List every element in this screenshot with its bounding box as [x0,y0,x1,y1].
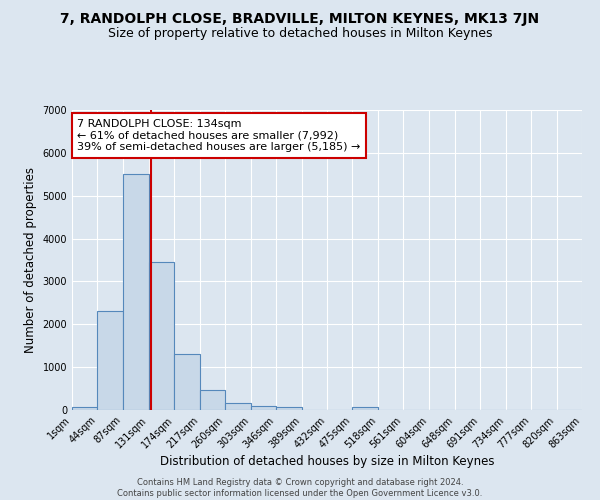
Bar [352,406,378,410]
Bar [225,403,251,410]
Bar [251,406,276,410]
Bar [276,406,302,410]
Bar [123,174,149,410]
Bar [200,390,225,410]
Text: 7, RANDOLPH CLOSE, BRADVILLE, MILTON KEYNES, MK13 7JN: 7, RANDOLPH CLOSE, BRADVILLE, MILTON KEY… [61,12,539,26]
Bar [149,262,175,410]
X-axis label: Distribution of detached houses by size in Milton Keynes: Distribution of detached houses by size … [160,456,494,468]
Y-axis label: Number of detached properties: Number of detached properties [24,167,37,353]
Bar [175,354,200,410]
Text: 7 RANDOLPH CLOSE: 134sqm
← 61% of detached houses are smaller (7,992)
39% of sem: 7 RANDOLPH CLOSE: 134sqm ← 61% of detach… [77,119,361,152]
Bar [97,312,123,410]
Bar [72,406,97,410]
Text: Contains HM Land Registry data © Crown copyright and database right 2024.
Contai: Contains HM Land Registry data © Crown c… [118,478,482,498]
Text: Size of property relative to detached houses in Milton Keynes: Size of property relative to detached ho… [108,28,492,40]
